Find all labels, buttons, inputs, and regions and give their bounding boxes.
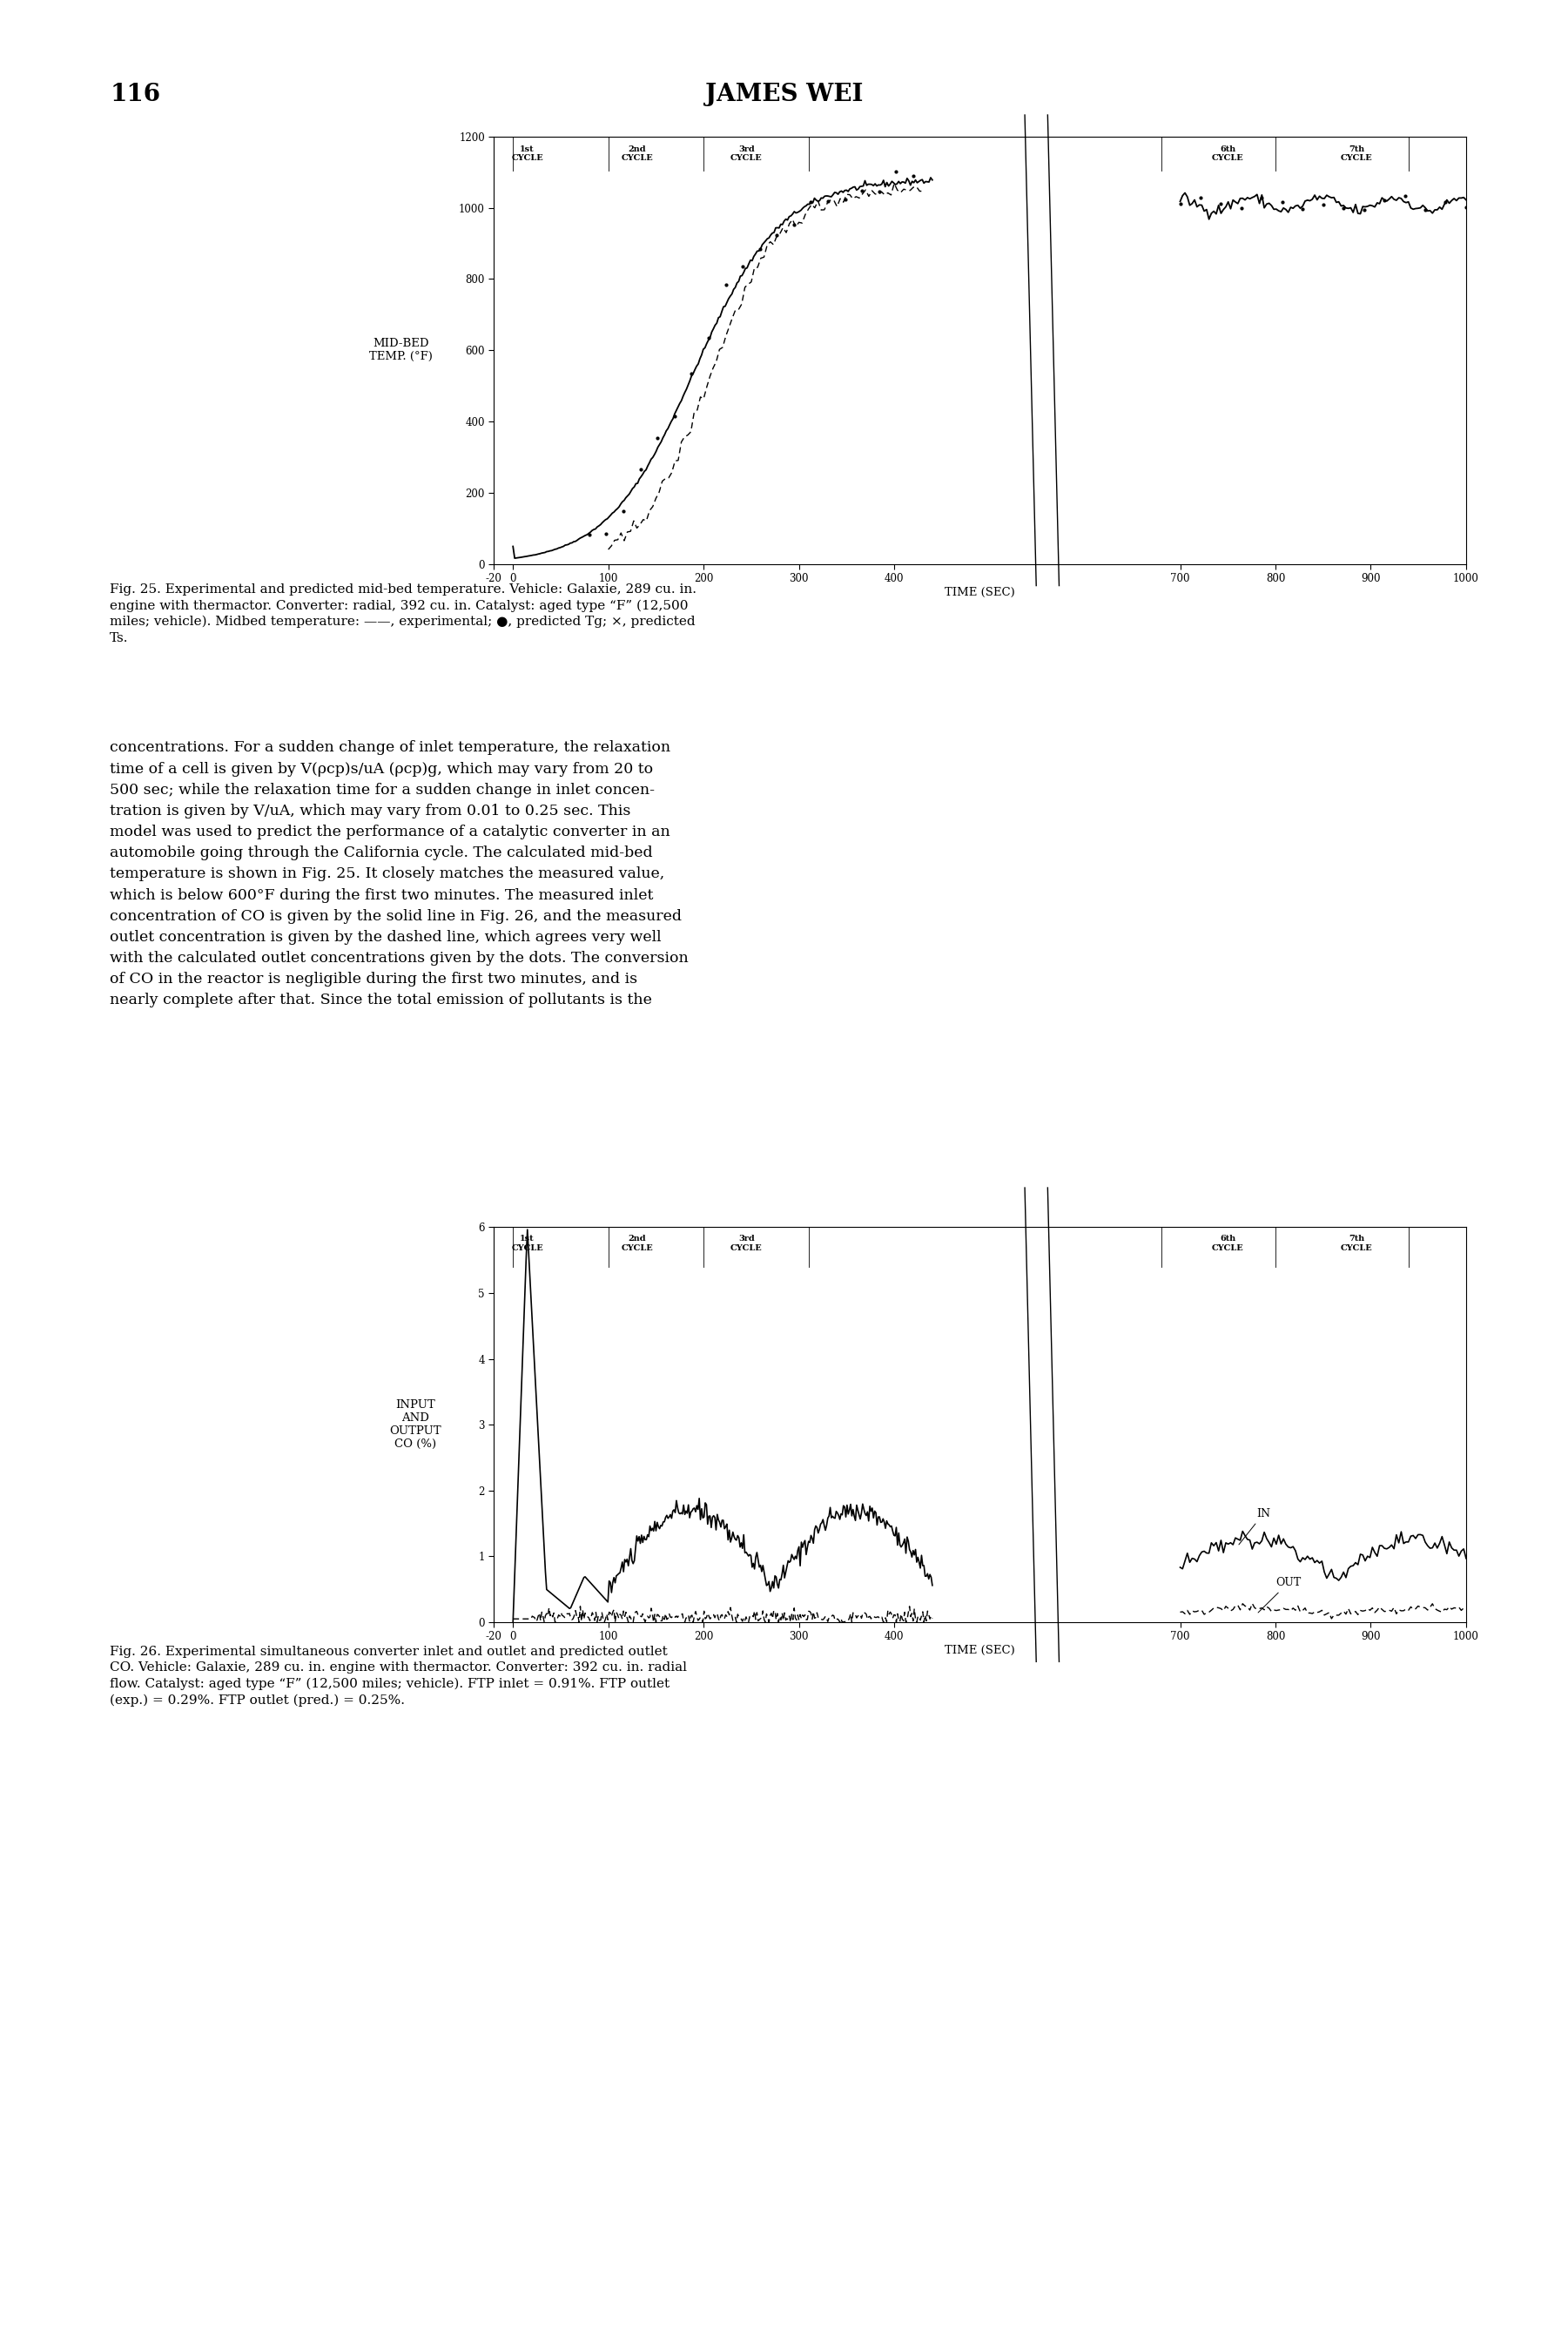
Text: 2nd
CYCLE: 2nd CYCLE xyxy=(621,146,652,162)
Text: Fig. 25. Experimental and predicted mid-bed temperature. Vehicle: Galaxie, 289 c: Fig. 25. Experimental and predicted mid-… xyxy=(110,583,696,644)
Text: 3rd
CYCLE: 3rd CYCLE xyxy=(731,1234,762,1253)
X-axis label: TIME (SEC): TIME (SEC) xyxy=(946,588,1014,600)
Text: 1st
CYCLE: 1st CYCLE xyxy=(511,146,543,162)
Y-axis label: INPUT
AND
OUTPUT
CO (%): INPUT AND OUTPUT CO (%) xyxy=(389,1399,442,1451)
Text: 3rd
CYCLE: 3rd CYCLE xyxy=(731,146,762,162)
Text: 6th
CYCLE: 6th CYCLE xyxy=(1212,1234,1243,1253)
Text: 1st
CYCLE: 1st CYCLE xyxy=(511,1234,543,1253)
Text: concentrations. For a sudden change of inlet temperature, the relaxation
time of: concentrations. For a sudden change of i… xyxy=(110,741,688,1009)
Text: IN: IN xyxy=(1239,1507,1270,1545)
Text: JAMES WEI: JAMES WEI xyxy=(706,82,862,106)
Text: 116: 116 xyxy=(110,82,160,106)
Y-axis label: MID-BED
TEMP. (°F): MID-BED TEMP. (°F) xyxy=(368,339,433,362)
X-axis label: TIME (SEC): TIME (SEC) xyxy=(946,1646,1014,1657)
Text: OUT: OUT xyxy=(1258,1578,1301,1613)
Text: 7th
CYCLE: 7th CYCLE xyxy=(1341,146,1372,162)
Text: 7th
CYCLE: 7th CYCLE xyxy=(1341,1234,1372,1253)
Text: 2nd
CYCLE: 2nd CYCLE xyxy=(621,1234,652,1253)
Text: Fig. 26. Experimental simultaneous converter inlet and outlet and predicted outl: Fig. 26. Experimental simultaneous conve… xyxy=(110,1646,687,1707)
Text: 6th
CYCLE: 6th CYCLE xyxy=(1212,146,1243,162)
